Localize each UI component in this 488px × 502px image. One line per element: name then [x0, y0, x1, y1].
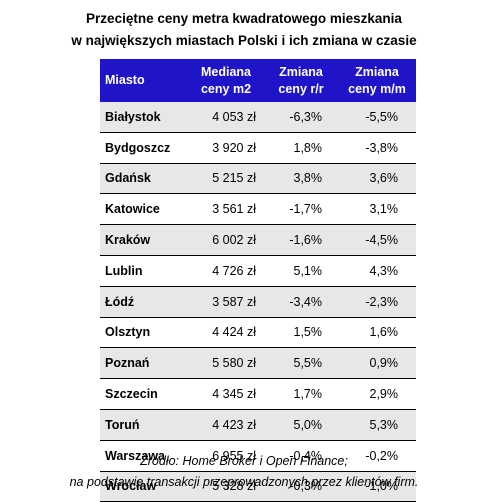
column-header-city: Miasto	[100, 59, 188, 102]
table-title: Przeciętne ceny metra kwadratowego miesz…	[0, 8, 488, 52]
cell-mom: 5,3%	[338, 409, 416, 441]
cell-price: 3 587 zł	[188, 286, 264, 318]
table-row: Łódź 3 587 zł -3,4% -2,3%	[100, 286, 416, 318]
column-header-price: Mediana ceny m2	[188, 59, 264, 102]
column-header-yoy-line-1: Zmiana	[279, 64, 323, 79]
cell-price: 5 580 zł	[188, 347, 264, 380]
table-header: Miasto Mediana ceny m2 Zmiana ceny r/r Z…	[100, 59, 416, 102]
cell-mom: -2,3%	[338, 286, 416, 318]
header-row: Miasto Mediana ceny m2 Zmiana ceny r/r Z…	[100, 59, 416, 102]
cell-yoy: -6,3%	[264, 102, 338, 133]
cell-city: Katowice	[100, 193, 188, 226]
cell-yoy: 1,7%	[264, 378, 338, 410]
cell-yoy: -1,7%	[264, 193, 338, 226]
cell-city: Toruń	[100, 409, 188, 441]
cell-yoy: 1,8%	[264, 132, 338, 164]
table-row: Gdańsk 5 215 zł 3,8% 3,6%	[100, 163, 416, 195]
cell-mom: -0,2%	[338, 440, 416, 472]
cell-city: Poznań	[100, 347, 188, 380]
price-table: Miasto Mediana ceny m2 Zmiana ceny r/r Z…	[100, 59, 416, 502]
cell-yoy: 3,8%	[264, 163, 338, 195]
table-title-line-2: w największych miastach Polski i ich zmi…	[71, 33, 417, 48]
cell-yoy: 5,5%	[264, 347, 338, 380]
table-body: Białystok 4 053 zł -6,3% -5,5% Bydgoszcz…	[100, 102, 416, 502]
cell-mom: -3,8%	[338, 132, 416, 164]
column-header-yoy: Zmiana ceny r/r	[264, 59, 338, 102]
cell-city: Kraków	[100, 224, 188, 256]
cell-city: Szczecin	[100, 378, 188, 410]
column-header-city-label: Miasto	[105, 73, 145, 87]
column-header-mom: Zmiana ceny m/m	[338, 59, 416, 102]
table-title-line-1: Przeciętne ceny metra kwadratowego miesz…	[86, 11, 402, 26]
cell-price: 3 561 zł	[188, 193, 264, 226]
cell-price: 4 424 zł	[188, 317, 264, 349]
table-row: Białystok 4 053 zł -6,3% -5,5%	[100, 102, 416, 133]
column-header-mom-line-2: ceny m/m	[348, 81, 406, 96]
cell-city: Białystok	[100, 102, 188, 133]
cell-mom: 2,9%	[338, 378, 416, 410]
cell-yoy: -0,4%	[264, 440, 338, 472]
table-row: Lublin 4 726 zł 5,1% 4,3%	[100, 255, 416, 287]
cell-city: Łódź	[100, 286, 188, 318]
source-note-line-1: Źródło: Home Broker i Open Finance;	[140, 454, 348, 468]
table-row: Bydgoszcz 3 920 zł 1,8% -3,8%	[100, 132, 416, 164]
column-header-price-line-2: ceny m2	[200, 81, 252, 96]
table-row: Poznań 5 580 zł 5,5% 0,9%	[100, 347, 416, 380]
column-header-mom-line-1: Zmiana	[355, 64, 399, 79]
cell-price: 4 345 zł	[188, 378, 264, 410]
table-row: Olsztyn 4 424 zł 1,5% 1,6%	[100, 317, 416, 349]
cell-yoy: -3,4%	[264, 286, 338, 318]
cell-mom: -5,5%	[338, 102, 416, 133]
table-row: Kraków 6 002 zł -1,6% -4,5%	[100, 224, 416, 256]
table-row: Toruń 4 423 zł 5,0% 5,3%	[100, 409, 416, 441]
cell-city: Olsztyn	[100, 317, 188, 349]
cell-yoy: 5,0%	[264, 409, 338, 441]
column-header-price-line-1: Mediana	[200, 64, 251, 79]
cell-city: Warszawa	[100, 440, 188, 472]
table-row: Warszawa 6 955 zł -0,4% -0,2%	[100, 440, 416, 472]
cell-price: 3 920 zł	[188, 132, 264, 164]
cell-city: Gdańsk	[100, 163, 188, 195]
cell-mom: 4,3%	[338, 255, 416, 287]
cell-yoy: -1,6%	[264, 224, 338, 256]
cell-price: 6 002 zł	[188, 224, 264, 256]
cell-mom: 0,9%	[338, 347, 416, 380]
cell-mom: -4,5%	[338, 224, 416, 256]
cell-city: Lublin	[100, 255, 188, 287]
cell-yoy: 1,5%	[264, 317, 338, 349]
cell-city: Bydgoszcz	[100, 132, 188, 164]
column-header-yoy-line-2: ceny r/r	[278, 81, 324, 96]
cell-mom: 3,1%	[338, 193, 416, 226]
source-note-line-2: na podstawie transakcji przeprowadzonych…	[69, 475, 419, 489]
cell-price: 4 053 zł	[188, 102, 264, 133]
table-row: Katowice 3 561 zł -1,7% 3,1%	[100, 193, 416, 226]
cell-price: 5 215 zł	[188, 163, 264, 195]
cell-price: 4 726 zł	[188, 255, 264, 287]
table-row: Szczecin 4 345 zł 1,7% 2,9%	[100, 378, 416, 410]
cell-mom: 3,6%	[338, 163, 416, 195]
cell-mom: 1,6%	[338, 317, 416, 349]
cell-yoy: 5,1%	[264, 255, 338, 287]
cell-price: 6 955 zł	[188, 440, 264, 472]
source-note: Źródło: Home Broker i Open Finance; na p…	[0, 451, 488, 493]
cell-price: 4 423 zł	[188, 409, 264, 441]
